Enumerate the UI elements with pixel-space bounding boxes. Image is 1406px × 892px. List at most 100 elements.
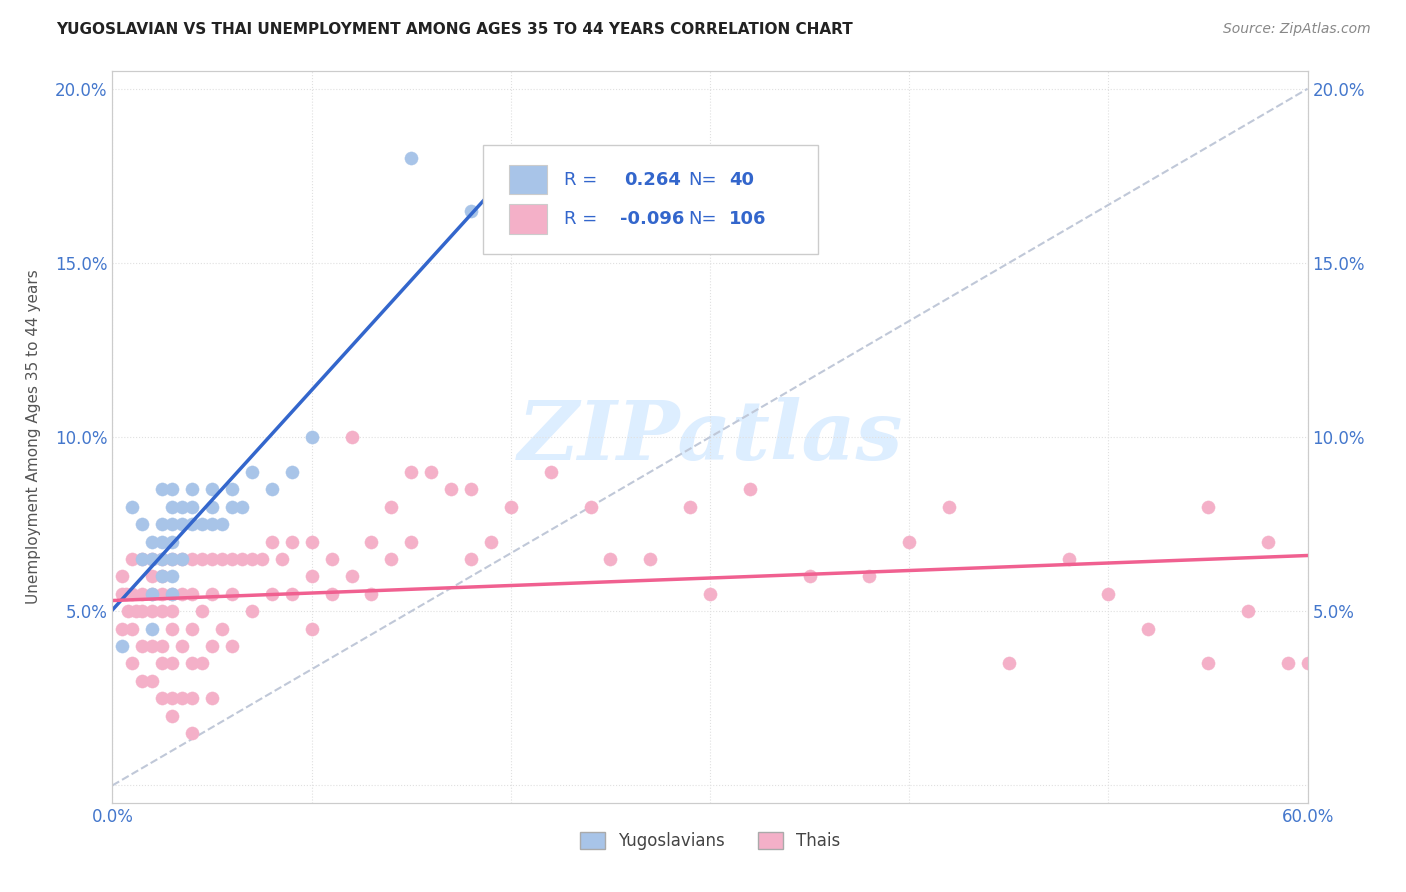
Point (162, 587, 183, 601)
Point (1197, 500, 1219, 514)
Point (858, 569, 880, 583)
Point (181, 500, 204, 514)
Point (181, 552, 204, 566)
Point (679, 500, 702, 514)
Point (141, 587, 163, 601)
Point (221, 639, 243, 653)
Text: -0.096: -0.096 (620, 211, 685, 228)
Point (221, 587, 243, 601)
Point (162, 691, 183, 706)
Point (270, 552, 292, 566)
Point (360, 587, 382, 601)
Point (131, 552, 153, 566)
Point (201, 587, 224, 601)
Point (201, 552, 224, 566)
Point (150, 569, 173, 583)
Point (172, 500, 194, 514)
Point (479, 534, 502, 549)
Point (131, 587, 153, 601)
Point (191, 552, 214, 566)
FancyBboxPatch shape (484, 145, 818, 254)
Point (150, 691, 173, 706)
Point (162, 657, 183, 671)
Point (1296, 657, 1319, 671)
Point (1097, 587, 1119, 601)
Point (111, 639, 134, 653)
Point (340, 569, 363, 583)
Point (301, 430, 323, 444)
Point (150, 604, 173, 618)
Point (240, 465, 263, 479)
Point (141, 622, 163, 636)
Point (162, 708, 183, 723)
Point (162, 604, 183, 618)
Text: 40: 40 (730, 170, 754, 188)
Point (125, 604, 148, 618)
Point (460, 552, 482, 566)
Point (150, 483, 173, 497)
Point (150, 569, 173, 583)
Point (1277, 657, 1299, 671)
Point (211, 622, 233, 636)
Point (1197, 657, 1219, 671)
Point (380, 500, 402, 514)
Point (162, 483, 183, 497)
Point (260, 483, 283, 497)
Point (440, 483, 463, 497)
Point (340, 430, 363, 444)
Point (221, 500, 243, 514)
Point (181, 483, 204, 497)
Point (150, 657, 173, 671)
Point (281, 465, 304, 479)
Point (191, 517, 214, 532)
Point (201, 483, 224, 497)
Text: 106: 106 (730, 211, 766, 228)
Point (150, 534, 173, 549)
Point (162, 622, 183, 636)
Point (121, 500, 143, 514)
Point (131, 639, 153, 653)
Point (420, 465, 443, 479)
Point (360, 534, 382, 549)
Point (460, 483, 482, 497)
Point (172, 587, 194, 601)
Point (221, 483, 243, 497)
Point (211, 552, 233, 566)
Point (201, 639, 224, 653)
Point (201, 500, 224, 514)
Point (141, 604, 163, 618)
Point (401, 465, 423, 479)
Point (898, 534, 921, 549)
Point (181, 726, 204, 740)
Point (240, 604, 263, 618)
Point (211, 517, 233, 532)
Point (201, 517, 224, 532)
Point (499, 500, 522, 514)
Point (111, 622, 134, 636)
Text: 0.264: 0.264 (624, 170, 681, 188)
Point (738, 483, 761, 497)
Point (191, 657, 214, 671)
Point (131, 673, 153, 688)
Point (231, 500, 253, 514)
FancyBboxPatch shape (509, 204, 547, 234)
Point (321, 552, 343, 566)
Point (181, 657, 204, 671)
Point (162, 500, 183, 514)
Point (1257, 534, 1279, 549)
Point (131, 604, 153, 618)
Point (141, 534, 163, 549)
Point (131, 552, 153, 566)
Point (121, 622, 143, 636)
Y-axis label: Unemployment Among Ages 35 to 44 years: Unemployment Among Ages 35 to 44 years (27, 269, 41, 605)
Point (938, 500, 960, 514)
Point (121, 552, 143, 566)
Point (115, 587, 138, 601)
Point (162, 517, 183, 532)
Point (799, 569, 821, 583)
Point (321, 587, 343, 601)
Text: YUGOSLAVIAN VS THAI UNEMPLOYMENT AMONG AGES 35 TO 44 YEARS CORRELATION CHART: YUGOSLAVIAN VS THAI UNEMPLOYMENT AMONG A… (56, 22, 853, 37)
Point (1237, 604, 1260, 618)
Point (141, 552, 163, 566)
Point (150, 517, 173, 532)
